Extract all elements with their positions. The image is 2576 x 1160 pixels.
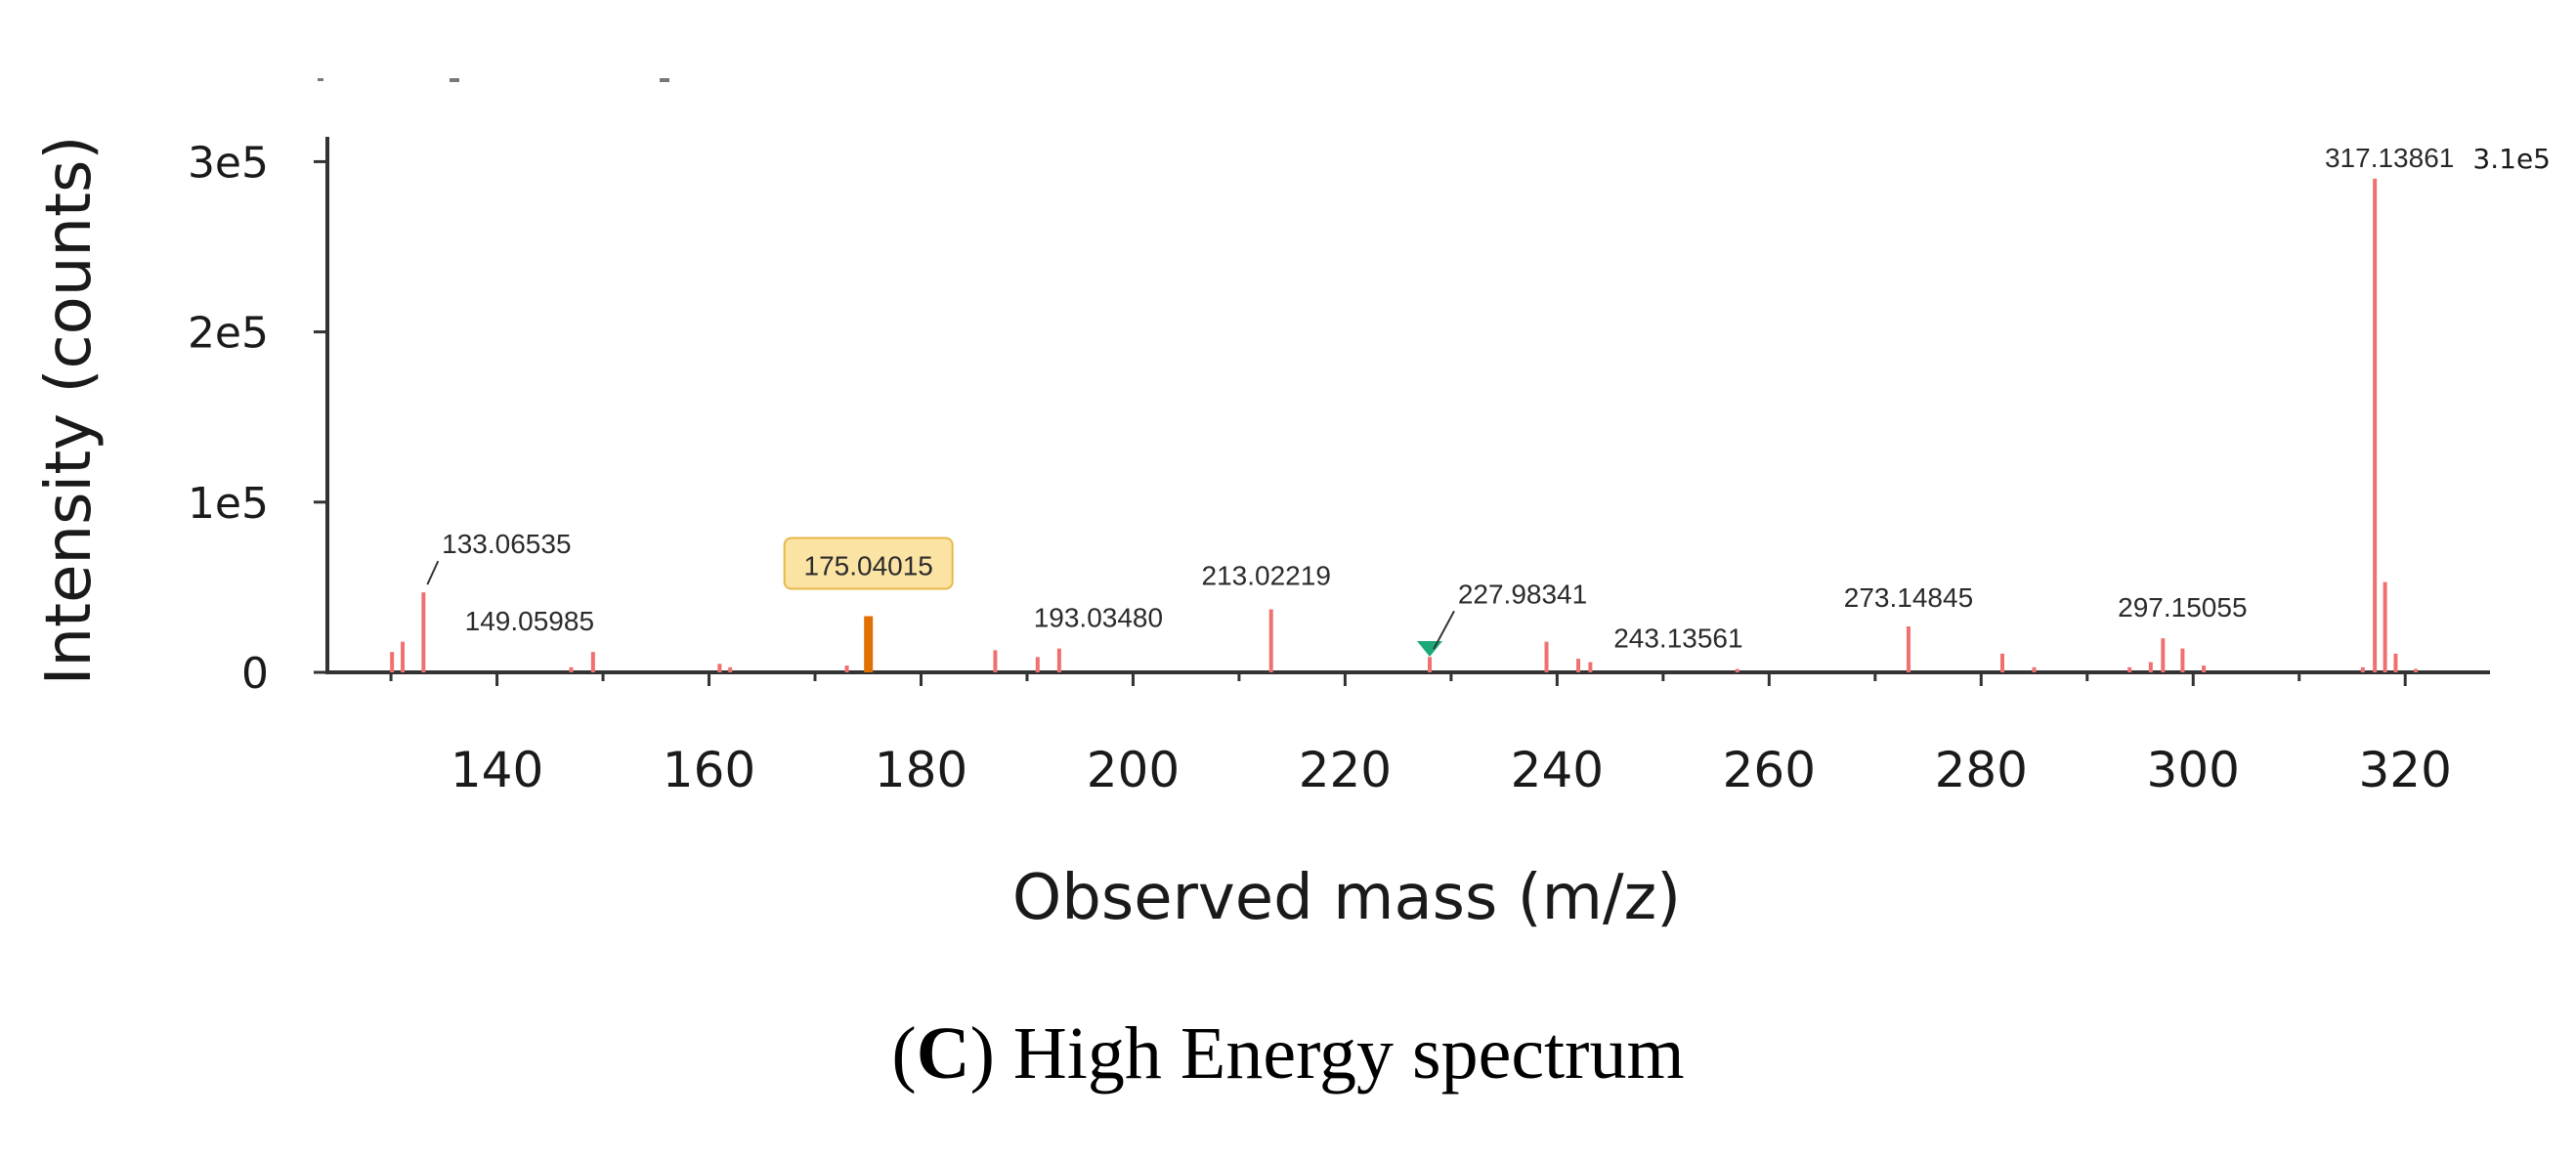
caption-letter: C bbox=[916, 1012, 970, 1095]
peak-label: 243.13561 bbox=[1613, 623, 1742, 654]
peak-label: 149.05985 bbox=[465, 606, 594, 636]
peak-label: 317.13861 bbox=[2325, 143, 2454, 173]
plot-area: 0 1e5 2e5 3e5 140 160 180 200 220 240 260 280 300 320… bbox=[188, 137, 2490, 798]
y-tick-label: 3e5 bbox=[188, 138, 269, 188]
peak-label: 297.15055 bbox=[2118, 592, 2247, 623]
caption-rest: ) High Energy spectrum bbox=[969, 1012, 1685, 1095]
x-tick-label: 260 bbox=[1723, 742, 1816, 798]
peak-label: 273.14845 bbox=[1844, 582, 1973, 613]
peak-label: 227.98341 bbox=[1458, 579, 1587, 609]
max-intensity-label: 3.1e5 bbox=[2472, 143, 2551, 175]
caption-open: ( bbox=[891, 1012, 917, 1095]
y-tick-label: 0 bbox=[241, 649, 269, 699]
x-tick-label: 220 bbox=[1299, 742, 1392, 798]
peak-label: 193.03480 bbox=[1034, 603, 1163, 633]
x-tick-label: 160 bbox=[663, 742, 755, 798]
peak-label-highlight-box bbox=[783, 537, 954, 590]
peak-label: 213.02219 bbox=[1202, 561, 1331, 591]
x-tick-label: 300 bbox=[2147, 742, 2240, 798]
cropped-top-marks bbox=[318, 78, 669, 82]
x-tick-label: 240 bbox=[1511, 742, 1604, 798]
x-axis-title: Observed mass (m/z) bbox=[1012, 862, 1681, 934]
x-tick-label: 140 bbox=[451, 742, 543, 798]
peak-label-leader bbox=[1433, 610, 1455, 650]
figure-caption: (C) High Energy spectrum bbox=[0, 1011, 2576, 1096]
peak-label: 175.04015 bbox=[804, 551, 933, 581]
y-axis-title: Intensity (counts) bbox=[33, 136, 106, 686]
x-tick-label: 180 bbox=[875, 742, 967, 798]
peak-label-leader bbox=[426, 560, 440, 585]
y-tick-label: 2e5 bbox=[188, 309, 269, 359]
peak-label: 133.06535 bbox=[442, 529, 571, 559]
peak-marker-icon bbox=[1417, 641, 1443, 657]
x-tick-label: 320 bbox=[2358, 742, 2451, 798]
y-tick-label: 1e5 bbox=[188, 479, 269, 529]
x-tick-label: 280 bbox=[1935, 742, 2028, 798]
x-tick-label: 200 bbox=[1087, 742, 1180, 798]
